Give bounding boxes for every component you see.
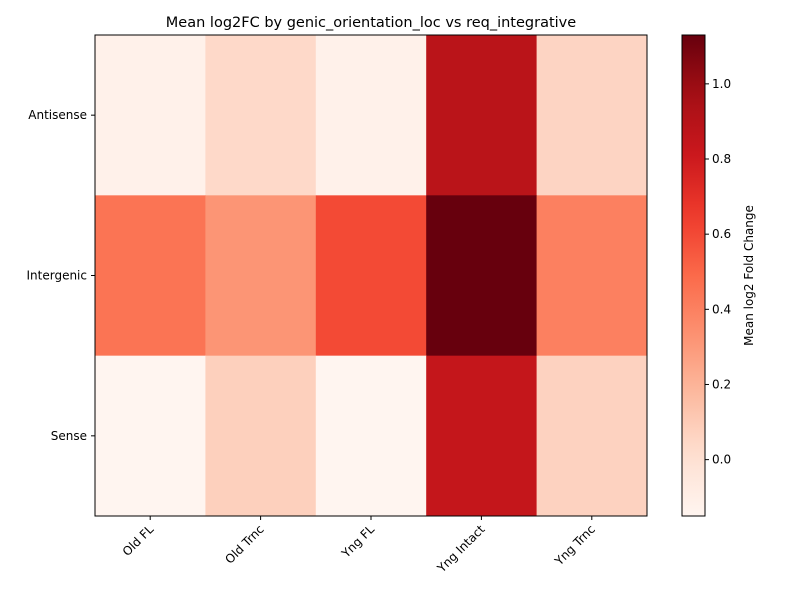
colorbar-ticks: 0.0 0.2 0.4 0.6 0.8 1.0 (705, 77, 731, 467)
heatmap-cell (95, 355, 206, 517)
y-tick-label: Sense (51, 429, 87, 443)
heatmap-cell (315, 195, 427, 357)
heatmap-cell (205, 35, 317, 196)
colorbar-tick-label: 0.2 (712, 377, 731, 391)
heatmap-cells (95, 35, 648, 517)
heatmap-cell (95, 195, 206, 357)
colorbar-label: Mean log2 Fold Change (742, 205, 756, 346)
heatmap-cell (95, 35, 206, 196)
heatmap-cell (426, 195, 538, 357)
heatmap-cell (536, 355, 648, 517)
colorbar-tick-label: 0.4 (712, 302, 731, 316)
heatmap-cell (315, 35, 427, 196)
colorbar-tick-label: 1.0 (712, 77, 731, 91)
heatmap-cell (315, 355, 427, 517)
colorbar-tick-label: 0.6 (712, 227, 731, 241)
x-tick-label: Old FL (120, 522, 157, 559)
heatmap-cell (205, 355, 317, 517)
colorbar-tick-label: 0.0 (712, 453, 731, 467)
x-tick-label: Yng Intact (434, 522, 488, 576)
y-axis: Antisense Intergenic Sense (27, 108, 95, 443)
heatmap-cell (426, 355, 538, 517)
heatmap-cell (536, 35, 648, 196)
y-tick-label: Intergenic (27, 269, 88, 283)
chart-title: Mean log2FC by genic_orientation_loc vs … (166, 15, 576, 31)
x-tick-label: Yng Trnc (551, 522, 598, 569)
colorbar-gradient (681, 34, 706, 517)
heatmap-cell (536, 195, 648, 357)
y-tick-label: Antisense (28, 108, 87, 122)
heatmap-cell (426, 35, 538, 196)
x-axis: Old FL Old Trnc Yng FL Yng Intact Yng Trnc (120, 516, 598, 576)
heatmap-cell (205, 195, 317, 357)
colorbar-tick-label: 0.8 (712, 152, 731, 166)
x-tick-label: Yng FL (338, 522, 377, 561)
x-tick-label: Old Trnc (222, 522, 266, 566)
colorbar: 0.0 0.2 0.4 0.6 0.8 1.0 Mean log2 Fold Change (681, 34, 756, 517)
